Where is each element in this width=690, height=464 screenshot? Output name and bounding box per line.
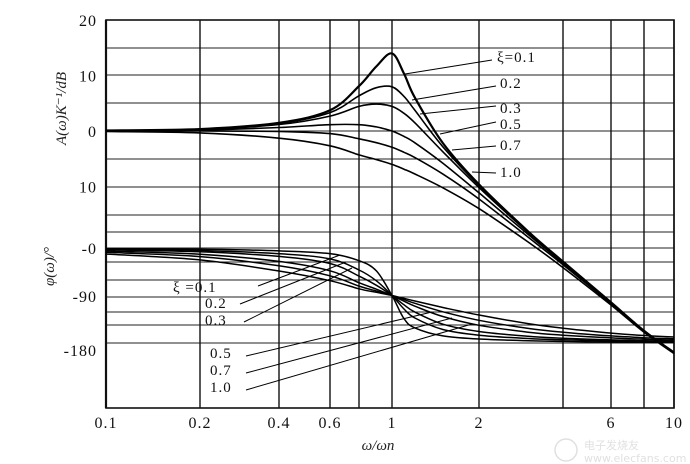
- labels: 0.1 0.2 0.4 0.6 1 2 6 10 20 10 0 10 -0 -90 -180 ξ=0.1 0.…: [64, 13, 683, 432]
- x-axis-title: ω/ωn: [362, 438, 395, 454]
- phase-curve-label: 0.5: [210, 346, 232, 362]
- magnitude-curve-0.1: [105, 52, 675, 354]
- phase-curve-0.2: [105, 248, 675, 343]
- label-leaders: [239, 59, 497, 391]
- phase-curve-label: 0.2: [205, 296, 227, 312]
- magnitude-curve-0.3: [105, 103, 675, 354]
- curves: [105, 52, 675, 355]
- phase-curve-0.5: [105, 250, 675, 341]
- magnitude-curve-label: 0.3: [500, 101, 522, 117]
- magnitude-leader: [419, 105, 497, 115]
- x-tick-label: 2: [475, 415, 484, 432]
- phase-leader: [245, 311, 433, 357]
- phase-leader: [257, 254, 341, 287]
- watermark: 电子发烧友 www.elecfans.com: [554, 438, 686, 464]
- magnitude-curve-label: 0.7: [500, 138, 522, 154]
- x-tick-label: 0.4: [268, 415, 291, 432]
- magnitude-curve-label: 0.2: [500, 76, 522, 92]
- magnitude-leader: [471, 171, 497, 174]
- x-tick-label: 1: [388, 415, 397, 432]
- phase-tick-label: -180: [64, 343, 97, 360]
- magnitude-leader: [439, 121, 497, 135]
- phase-curve-label: 0.3: [205, 313, 227, 329]
- magnitude-curve-0.7: [105, 130, 675, 354]
- x-tick-label: 6: [607, 415, 616, 432]
- phase-curve-label: 0.7: [210, 363, 232, 379]
- phase-curve-1.0: [105, 253, 675, 338]
- grid: [104, 19, 675, 409]
- magnitude-curve-label: 1.0: [500, 165, 522, 181]
- magnitude-tick-label: 10: [79, 180, 97, 197]
- plot-frame: [105, 19, 675, 409]
- magnitude-curve-label: ξ=0.1: [497, 50, 536, 66]
- magnitude-curve-label: 0.5: [500, 117, 522, 133]
- watermark-url: www.elecfans.com: [584, 452, 686, 464]
- magnitude-leader: [451, 145, 497, 151]
- magnitude-axis-title: A(ω)K⁻¹/dB: [54, 72, 70, 146]
- phase-leader: [245, 317, 453, 374]
- magnitude-curve-0.5: [105, 123, 675, 354]
- phase-curve-0.3: [105, 249, 675, 342]
- magnitude-tick-label: 0: [88, 124, 97, 141]
- phase-tick-label: -90: [73, 289, 97, 306]
- watermark-brand: 电子发烧友: [584, 438, 639, 452]
- phase-leader: [243, 267, 353, 323]
- phase-leader: [245, 323, 473, 391]
- magnitude-leader: [411, 85, 497, 101]
- x-tick-label: 10: [665, 415, 683, 432]
- phase-curve-0.1: [105, 247, 675, 344]
- x-tick-label: 0.1: [95, 415, 118, 432]
- phase-tick-label: -0: [82, 241, 97, 258]
- phase-curve-label: ξ =0.1: [173, 280, 217, 296]
- watermark-logo-icon: [554, 438, 578, 462]
- phase-curve-0.7: [105, 251, 675, 340]
- magnitude-leader: [404, 59, 493, 75]
- magnitude-curve-1.0: [105, 130, 675, 355]
- phase-leader: [239, 261, 347, 305]
- phase-axis-title: φ(ω)/°: [42, 247, 58, 286]
- x-tick-label: 0.2: [189, 415, 212, 432]
- x-tick-label: 0.6: [319, 415, 342, 432]
- magnitude-tick-label: 20: [79, 13, 97, 30]
- magnitude-curve-0.2: [105, 85, 675, 354]
- magnitude-tick-label: 10: [79, 69, 97, 86]
- phase-curve-label: 1.0: [210, 380, 232, 396]
